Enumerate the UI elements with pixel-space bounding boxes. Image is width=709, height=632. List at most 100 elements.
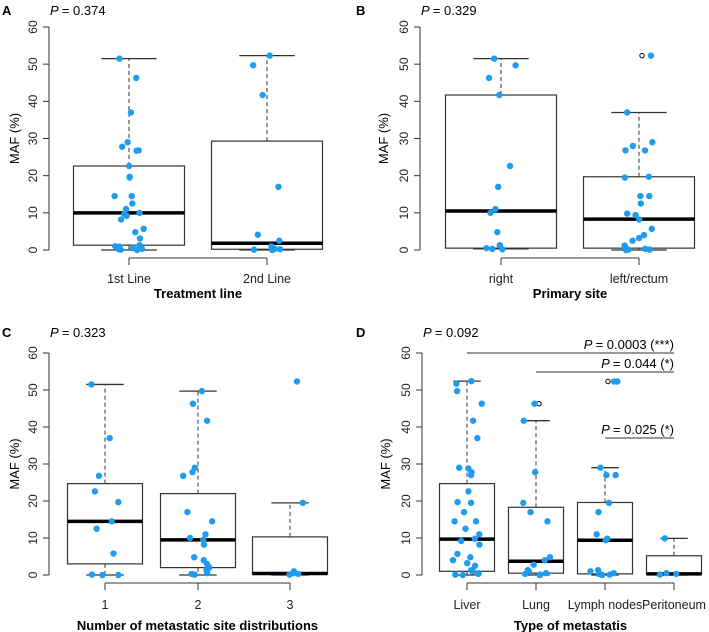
- data-point: [133, 74, 140, 82]
- bracket-p-value-label: P = 0.0003 (***): [584, 337, 674, 352]
- panel-letter: A: [2, 3, 12, 18]
- data-point: [191, 554, 198, 561]
- data-point: [276, 237, 283, 244]
- data-point: [208, 518, 216, 525]
- data-point: [200, 536, 207, 544]
- y-tick-label: 10: [26, 206, 40, 220]
- data-point: [629, 142, 637, 150]
- data-point: [629, 237, 636, 244]
- box-lung: [507, 400, 565, 576]
- p-value: = 0.025 (*): [613, 422, 674, 437]
- p-value: = 0.092: [435, 325, 479, 340]
- data-point: [286, 571, 293, 578]
- data-point: [117, 216, 125, 223]
- data-point: [487, 209, 494, 217]
- data-point: [492, 205, 499, 213]
- data-point: [254, 231, 261, 238]
- data-point: [531, 468, 539, 476]
- data-point: [603, 471, 610, 479]
- data-point: [635, 234, 643, 242]
- data-point: [494, 228, 501, 236]
- data-point: [632, 211, 639, 219]
- y-tick-label: 30: [397, 132, 411, 146]
- data-point: [269, 246, 276, 254]
- data-point: [132, 228, 139, 236]
- data-point: [541, 557, 549, 564]
- p-value-label: P = 0.323: [50, 325, 106, 340]
- data-point: [295, 570, 302, 578]
- data-point: [637, 192, 644, 200]
- p-value-label: P = 0.374: [50, 3, 106, 18]
- data-point: [467, 499, 475, 507]
- data-point: [472, 518, 480, 525]
- data-point: [124, 139, 131, 146]
- data-point: [108, 518, 115, 525]
- data-point: [138, 244, 145, 252]
- y-tick-label: 20: [26, 169, 40, 183]
- data-point: [129, 200, 136, 207]
- data-point: [467, 471, 475, 479]
- data-point: [476, 531, 483, 538]
- y-tick-label: 30: [26, 457, 40, 471]
- y-axis-label: MAF (%): [378, 438, 393, 489]
- data-point: [649, 139, 656, 146]
- data-point: [465, 488, 472, 495]
- y-tick-label: 0: [399, 571, 413, 578]
- x-axis-label: Number of metastatic site distributions: [77, 618, 318, 632]
- data-point: [661, 535, 668, 542]
- data-point: [512, 62, 519, 69]
- data-point: [612, 471, 619, 479]
- data-point: [489, 245, 496, 253]
- data-point: [467, 554, 474, 561]
- box-1st-line: [72, 57, 186, 251]
- data-point: [640, 231, 648, 239]
- p-value-label: P = 0.092: [423, 325, 479, 340]
- x-tick-label: Liver: [453, 598, 480, 612]
- x-axis-label: Type of metastatis: [514, 618, 627, 632]
- data-point: [249, 62, 257, 69]
- y-tick-label: 60: [397, 20, 411, 34]
- x-tick-label: 2nd Line: [243, 272, 291, 286]
- data-point: [656, 571, 664, 578]
- y-tick-label: 40: [26, 94, 40, 108]
- data-point: [623, 109, 631, 116]
- data-point: [115, 498, 122, 506]
- data-point: [490, 55, 498, 62]
- p-value: = 0.044 (*): [613, 356, 674, 371]
- iqr-box: [444, 94, 558, 249]
- p-symbol: P: [423, 325, 435, 340]
- data-point: [636, 216, 643, 223]
- data-point: [111, 192, 118, 200]
- data-point: [599, 571, 606, 579]
- data-point: [200, 541, 208, 548]
- data-point: [520, 417, 527, 424]
- data-point: [133, 147, 140, 154]
- data-point: [136, 209, 143, 217]
- y-tick-label: 50: [399, 383, 413, 397]
- data-point: [179, 472, 187, 480]
- data-point: [277, 246, 284, 253]
- data-point: [454, 550, 461, 558]
- box-peritoneum: [645, 537, 703, 576]
- p-symbol: P: [50, 325, 62, 340]
- data-point: [544, 518, 551, 525]
- data-point: [469, 417, 477, 424]
- y-tick-label: 60: [26, 20, 40, 34]
- data-point: [593, 531, 600, 538]
- data-point: [451, 518, 458, 525]
- iqr-box: [438, 483, 496, 572]
- data-point: [645, 173, 652, 180]
- data-point: [520, 499, 527, 507]
- data-point: [456, 464, 463, 471]
- panel-letter: D: [356, 325, 365, 340]
- y-tick-label: 0: [397, 246, 411, 253]
- data-point: [485, 74, 493, 82]
- x-tick-label: Peritoneum: [642, 598, 706, 612]
- y-axis-label: MAF (%): [7, 438, 22, 489]
- data-point: [536, 571, 543, 579]
- x-tick-label: 3: [287, 598, 294, 612]
- panel-d: D P = 0.092 0 10 20 30 40 50 60 MAF (%) Liver Lung L…: [356, 325, 706, 632]
- data-point: [140, 225, 147, 233]
- x-axis-label: Treatment line: [154, 286, 242, 301]
- y-tick-label: 40: [26, 420, 40, 434]
